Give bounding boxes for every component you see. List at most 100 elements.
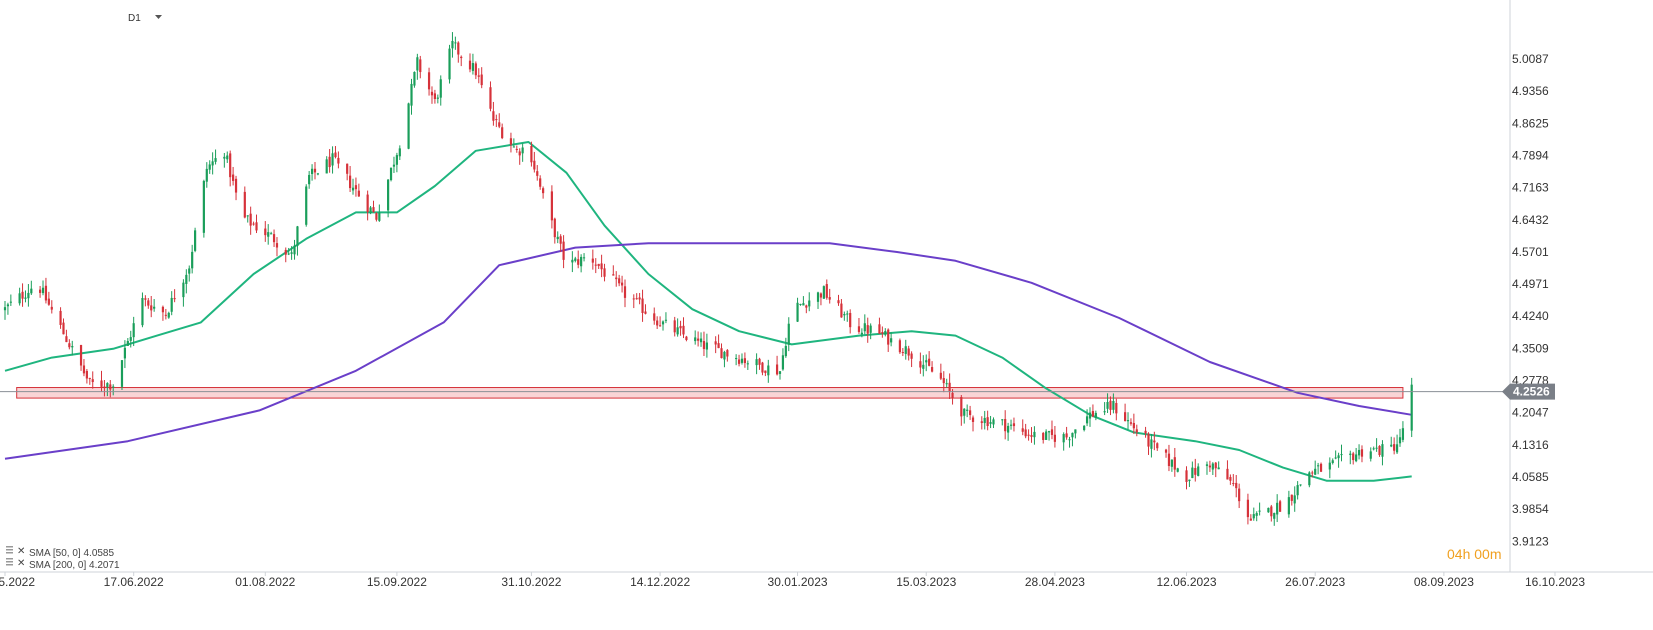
candle-body — [682, 325, 685, 335]
sma-200-line — [4, 242, 1412, 460]
candle-body — [1091, 411, 1095, 417]
candle-body — [1360, 449, 1364, 457]
candle-body — [1214, 462, 1217, 469]
candle-body — [1308, 472, 1311, 486]
candle-body — [796, 302, 799, 322]
candle-body — [582, 257, 586, 259]
candle-body — [881, 332, 884, 334]
list-icon[interactable] — [6, 546, 13, 554]
candle-body — [1328, 462, 1331, 470]
candle-body — [1296, 485, 1299, 496]
candle-body — [1024, 429, 1027, 437]
legend-sma-50[interactable]: ✕ SMA [50, 0] 4.0585 — [6, 546, 114, 559]
candle-body — [3, 307, 7, 311]
candle-body — [492, 111, 495, 121]
candle-body — [603, 268, 606, 277]
axis-frame — [0, 0, 1653, 573]
candle-body — [1153, 440, 1156, 443]
candle-body — [1009, 424, 1013, 426]
candle-body — [62, 322, 65, 335]
candle-body — [767, 365, 770, 376]
candle-body — [436, 97, 439, 99]
y-tick-label: 4.0585 — [1512, 470, 1549, 484]
candle-body — [1349, 453, 1352, 456]
candle-body — [1278, 501, 1282, 512]
candle-body — [539, 178, 542, 187]
candle-body — [357, 190, 360, 197]
candle-body — [310, 168, 314, 175]
y-tick-label: 4.3509 — [1512, 341, 1549, 355]
candle-body — [1147, 433, 1150, 447]
candle-body — [293, 245, 296, 255]
close-icon[interactable]: ✕ — [17, 558, 25, 569]
candle-body — [685, 336, 688, 340]
candle-body — [945, 383, 948, 385]
candle-body — [597, 263, 600, 267]
candle-body — [1381, 444, 1384, 457]
candle-body — [968, 410, 972, 416]
candle-body — [737, 359, 741, 364]
legend-sma-50-label: SMA [50, 0] 4.0585 — [29, 548, 114, 559]
candle-body — [658, 325, 662, 327]
candle-body — [1393, 444, 1396, 451]
candle-body — [656, 320, 659, 326]
candle-body — [966, 409, 969, 411]
candle-body — [869, 325, 872, 333]
candle-body — [346, 163, 349, 174]
timeframe-selector[interactable]: D1 — [128, 13, 162, 24]
timeframe-label[interactable]: D1 — [128, 13, 141, 24]
candle-body — [109, 384, 112, 390]
candle-body — [182, 282, 185, 298]
candle-body — [375, 213, 378, 220]
y-tick-label: 4.6432 — [1512, 213, 1549, 227]
y-tick-label: 4.7163 — [1512, 181, 1549, 195]
candle-body — [843, 313, 846, 316]
candle-body — [1047, 431, 1051, 433]
candle-body — [1311, 472, 1314, 474]
candle-body — [550, 191, 553, 221]
candle-body — [150, 305, 153, 311]
x-tick-label: 14.12.2022 — [630, 575, 690, 589]
legend-sma-200[interactable]: ✕ SMA [200, 0] 4.2071 — [6, 558, 120, 571]
candle-body — [860, 332, 863, 335]
candle-body — [316, 173, 320, 175]
candle-body — [963, 408, 966, 416]
candle-body — [983, 417, 986, 424]
x-axis-ticks: 04.05.2022 17.06.2022 01.08.2022 15.09.2022… — [0, 572, 1585, 589]
x-tick-label: 30.01.2023 — [768, 575, 828, 589]
candle-body — [623, 286, 627, 298]
candle-body — [530, 146, 533, 163]
candle-body — [600, 263, 603, 270]
candle-body — [410, 83, 413, 106]
candle-body — [229, 153, 232, 178]
candle-body — [132, 323, 135, 338]
candle-body — [471, 63, 475, 71]
candle-body — [208, 164, 211, 170]
candle-body — [784, 345, 787, 357]
candle-body — [840, 303, 843, 318]
list-icon[interactable] — [6, 558, 13, 566]
candle-body — [173, 298, 176, 300]
candle-body — [1021, 428, 1024, 432]
candle-body — [38, 289, 42, 293]
chevron-down-icon[interactable] — [155, 15, 162, 19]
x-tick-label: 08.09.2023 — [1414, 575, 1474, 589]
candle-body — [1173, 457, 1176, 470]
candle-body — [313, 168, 317, 173]
candle-body — [1033, 431, 1036, 438]
candle-body — [1106, 402, 1109, 409]
candle-body — [1226, 468, 1229, 480]
candle-body — [1252, 514, 1255, 519]
y-tick-label: 4.4240 — [1512, 309, 1549, 323]
candle-body — [44, 285, 48, 301]
candle-body — [439, 79, 442, 98]
candle-body — [1094, 412, 1097, 418]
candle-body — [1156, 443, 1159, 449]
candle-body — [1004, 419, 1007, 432]
candle-body — [398, 148, 401, 157]
close-icon[interactable]: ✕ — [17, 546, 25, 557]
candle-body — [919, 361, 922, 368]
y-tick-label: 4.4971 — [1512, 277, 1549, 291]
candle-body — [88, 377, 91, 379]
